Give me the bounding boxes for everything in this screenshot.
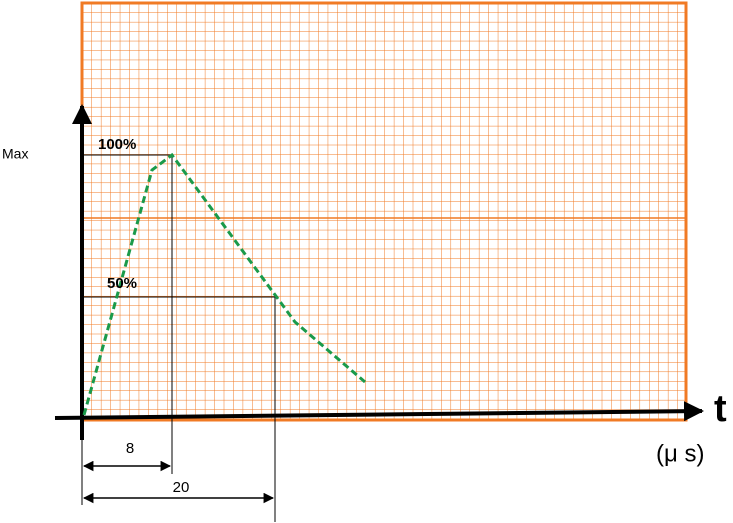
unit-label: (μ s) xyxy=(656,440,704,467)
graph-paper xyxy=(80,1,688,422)
max-label: Max xyxy=(2,146,28,162)
half-label: 50% xyxy=(107,275,137,292)
half-time-label: 20 xyxy=(173,479,190,496)
t-label: t xyxy=(714,388,727,430)
waveform xyxy=(82,152,366,416)
peak-label: 100% xyxy=(98,136,136,153)
x-axis xyxy=(54,401,704,422)
front-time-label: 8 xyxy=(126,440,134,457)
